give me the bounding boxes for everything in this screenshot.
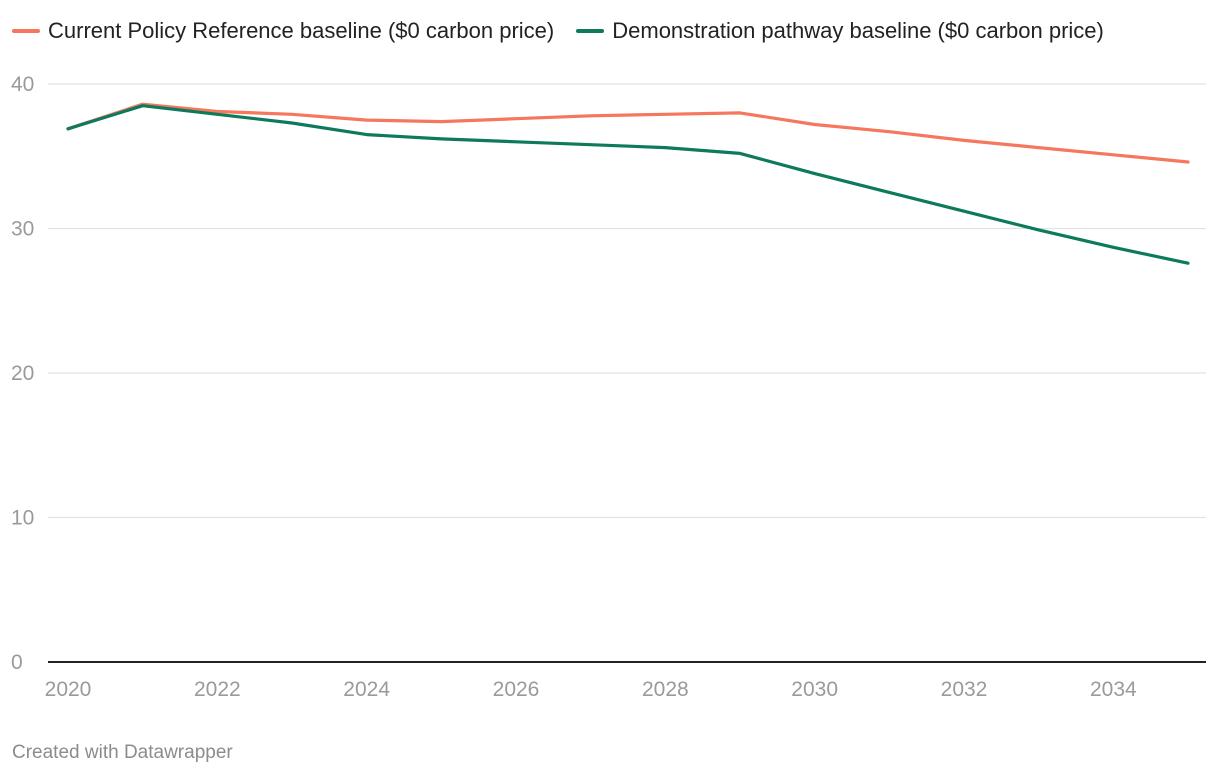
x-tick-label: 2030	[791, 678, 838, 701]
grid-lines	[48, 83, 1206, 663]
legend-swatch-current-policy	[12, 29, 40, 33]
series-line-demonstration-pathway	[66, 104, 1190, 265]
x-tick-label: 2022	[194, 678, 241, 701]
x-tick-label: 2034	[1090, 678, 1137, 701]
y-axis-ticks: 0 10 20 30 40	[11, 73, 34, 674]
chart-legend: Current Policy Reference baseline ($0 ca…	[12, 14, 1126, 48]
y-tick-label: 20	[11, 362, 34, 385]
y-tick-label: 30	[11, 218, 34, 241]
legend-item-demonstration-pathway: Demonstration pathway baseline ($0 carbo…	[576, 18, 1104, 44]
series-line-current-policy	[66, 102, 1190, 164]
x-axis-ticks: 2020 2022 2024 2026 2028 2030 2032 2034	[45, 678, 1137, 701]
data-series	[66, 102, 1190, 265]
legend-item-current-policy: Current Policy Reference baseline ($0 ca…	[12, 18, 554, 44]
x-tick-label: 2026	[493, 678, 540, 701]
x-tick-label: 2020	[45, 678, 92, 701]
x-tick-label: 2028	[642, 678, 689, 701]
x-tick-label: 2032	[941, 678, 988, 701]
datawrapper-credit: Created with Datawrapper	[12, 742, 233, 763]
legend-swatch-demonstration-pathway	[576, 29, 605, 33]
legend-label-current-policy: Current Policy Reference baseline ($0 ca…	[48, 18, 555, 43]
y-tick-label: 0	[11, 651, 23, 674]
y-tick-label: 40	[11, 73, 34, 96]
legend-label-demonstration-pathway: Demonstration pathway baseline ($0 carbo…	[612, 18, 1104, 43]
x-tick-label: 2024	[343, 678, 390, 701]
y-tick-label: 10	[11, 507, 34, 530]
